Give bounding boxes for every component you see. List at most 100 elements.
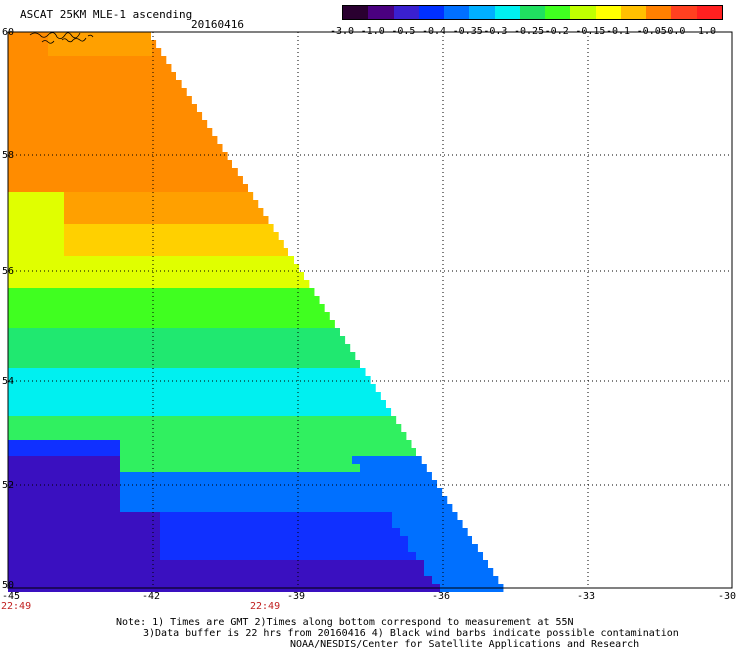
swath-cell [280,368,288,376]
swath-cell [184,184,192,192]
swath-cell [248,560,256,568]
swath-cell [192,224,200,232]
swath-cell [104,224,112,232]
swath-cell [192,560,200,568]
swath-cell [216,264,224,272]
swath-cell [368,512,376,520]
swath-cell [272,320,280,328]
swath-cell [32,32,40,40]
swath-cell [104,80,112,88]
swath-cell [16,208,24,216]
swath-cell [160,144,168,152]
swath-cell [304,352,312,360]
swath-cell [272,344,280,352]
swath-cell [336,464,344,472]
swath-cell [192,208,200,216]
swath-cell [240,440,248,448]
swath-cell [56,576,64,584]
swath-cell [128,552,136,560]
swath-cell [184,256,192,264]
swath-cell [128,400,136,408]
swath-cell [152,144,160,152]
swath-cell [144,168,152,176]
swath-cell [64,152,72,160]
swath-cell [256,248,264,256]
swath-cell [64,496,72,504]
swath-cell [120,48,128,56]
swath-cell [272,440,280,448]
swath-cell [240,272,248,280]
swath-cell [32,320,40,328]
swath-cell [32,288,40,296]
swath-cell [16,568,24,576]
color-scale-bar [342,5,723,20]
swath-cell [56,424,64,432]
swath-cell [88,104,96,112]
swath-cell [72,88,80,96]
swath-cell [280,304,288,312]
swath-cell [208,168,216,176]
swath-cell [64,40,72,48]
swath-cell [360,456,368,464]
swath-cell [88,496,96,504]
swath-cell [168,400,176,408]
swath-cell [296,536,304,544]
swath-cell [144,376,152,384]
swath-cell [288,544,296,552]
swath-cell [320,544,328,552]
swath-cell [432,496,440,504]
swath-cell [360,552,368,560]
swath-cell [312,520,320,528]
swath-cell [224,160,232,168]
swath-cell [184,520,192,528]
swath-cell [160,304,168,312]
swath-cell [192,240,200,248]
swath-cell [352,352,356,360]
swath-cell [296,288,304,296]
swath-cell [216,232,224,240]
color-scale-swatch [671,6,697,19]
swath-cell [40,408,48,416]
swath-cell [120,200,128,208]
swath-cell [104,448,112,456]
swath-cell [48,160,56,168]
swath-cell [112,432,120,440]
swath-cell [168,424,176,432]
note-line-3: NOAA/NESDIS/Center for Satellite Applica… [290,639,640,650]
swath-cell [168,544,176,552]
swath-cell [336,488,344,496]
swath-cell [160,448,168,456]
swath-cell [96,216,104,224]
swath-cell [72,360,80,368]
swath-cell [24,416,32,424]
swath-cell [344,408,352,416]
swath-cell [128,512,136,520]
swath-cell [240,432,248,440]
swath-cell [160,320,168,328]
swath-cell [304,328,312,336]
swath-cell [40,176,48,184]
swath-cell [136,480,144,488]
swath-cell [112,152,120,160]
swath-cell [64,48,72,56]
swath-cell [168,408,176,416]
swath-cell [336,416,344,424]
swath-cell [376,488,384,496]
swath-cell [176,288,184,296]
swath-cell [144,208,152,216]
swath-cell [88,160,96,168]
swath-cell [32,56,40,64]
swath-cell [32,232,40,240]
swath-cell [304,344,312,352]
swath-cell [64,216,72,224]
swath-cell [200,528,208,536]
swath-cell [328,360,336,368]
swath-cell [120,536,128,544]
swath-cell [112,264,120,272]
swath-cell [208,296,216,304]
swath-cell [24,128,32,136]
swath-cell [128,336,136,344]
swath-cell [96,496,104,504]
swath-cell [160,64,168,72]
swath-cell [216,552,224,560]
